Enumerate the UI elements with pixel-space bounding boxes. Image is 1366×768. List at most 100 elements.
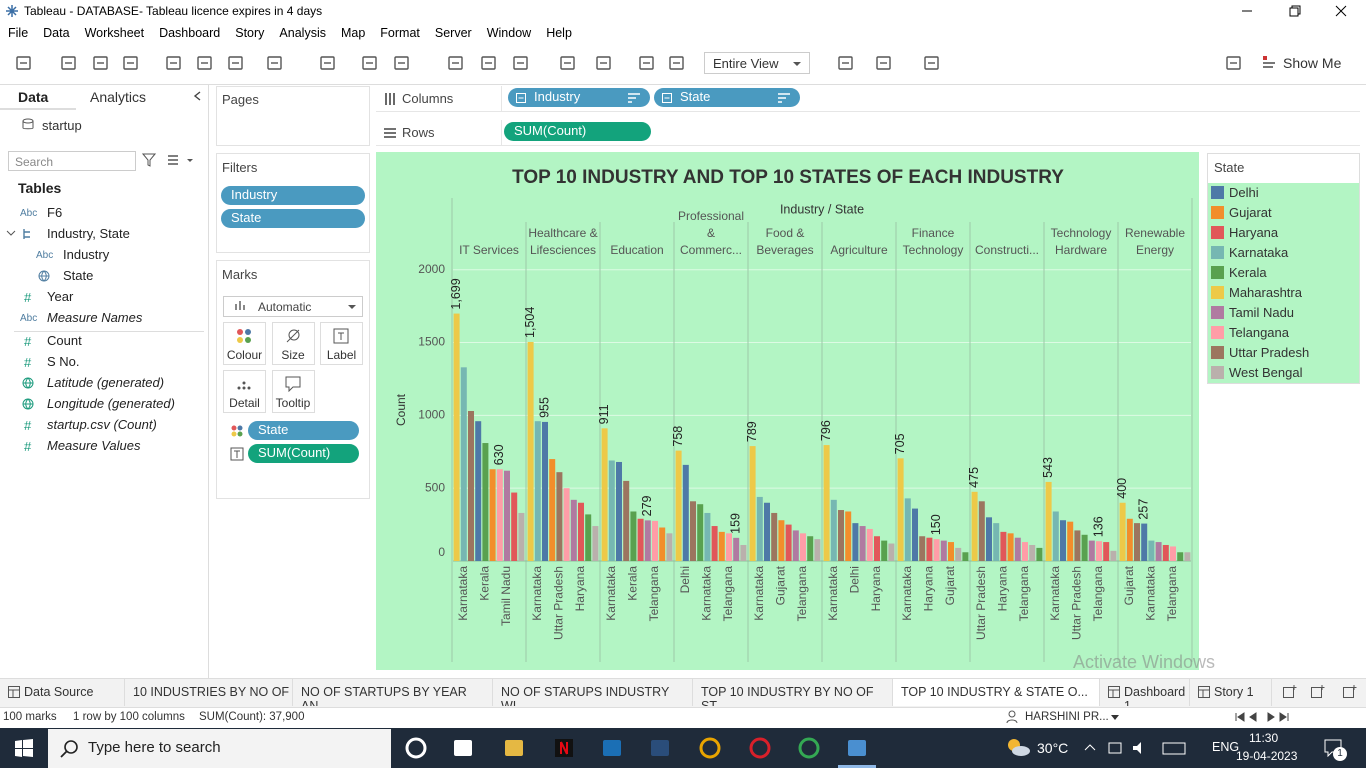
menu-item[interactable]: Dashboard (159, 26, 221, 40)
legend-label[interactable]: Maharashtra (1229, 285, 1302, 300)
field-name[interactable]: Year (47, 289, 74, 304)
toolbar-button[interactable] (196, 54, 214, 72)
toolbar-button[interactable] (122, 54, 140, 72)
toolbar-button[interactable] (595, 54, 613, 72)
toolbar-button[interactable] (266, 54, 284, 72)
shelf-pill[interactable]: Industry (508, 88, 650, 107)
collapse-pane[interactable] (192, 90, 204, 102)
sheet-tab[interactable]: Data Source (0, 679, 125, 706)
legend-label[interactable]: Delhi (1229, 185, 1259, 200)
toolbar-button[interactable] (165, 54, 183, 72)
sheet-tab[interactable]: TOP 10 INDUSTRY BY NO OF ST... (693, 679, 893, 706)
legend-label[interactable]: Karnataka (1229, 245, 1289, 260)
analytics-tab[interactable]: Analytics (90, 89, 147, 105)
field-name[interactable]: State (63, 268, 94, 283)
toolbar-button[interactable] (15, 54, 33, 72)
field-name[interactable]: S No. (47, 354, 80, 369)
notification-icon[interactable] (1324, 739, 1344, 757)
toolbar-button[interactable] (512, 54, 530, 72)
field-name[interactable]: Longitude (generated) (47, 396, 175, 411)
sheet-tab[interactable]: Dashboard 1 (1100, 679, 1190, 706)
restore-button[interactable] (1288, 4, 1302, 18)
menu-item[interactable]: Story (235, 26, 265, 40)
mark-property-button[interactable] (320, 322, 363, 365)
legend-label[interactable]: Kerala (1229, 265, 1267, 280)
legend-label[interactable]: Telangana (1229, 325, 1289, 340)
taskbar-app[interactable] (699, 737, 721, 759)
shelf-pill[interactable]: SUM(Count) (504, 122, 651, 141)
field-name[interactable]: startup.csv (Count) (47, 417, 157, 432)
filter-pill[interactable]: Industry (221, 186, 365, 205)
field-name[interactable]: F6 (47, 205, 63, 220)
marks-pill[interactable]: SUM(Count) (248, 444, 359, 463)
new-sheet-button[interactable] (1311, 685, 1325, 699)
toolbar-button[interactable] (92, 54, 110, 72)
user-dropdown[interactable] (1110, 714, 1120, 722)
taskbar-language[interactable]: ENG (1212, 740, 1240, 754)
toolbar-button[interactable] (1225, 54, 1243, 72)
show-me-button[interactable]: Show Me (1283, 55, 1342, 71)
toolbar-button[interactable] (361, 54, 379, 72)
taskbar-date[interactable]: 19-04-2023 (1236, 749, 1298, 763)
sheet-tab[interactable]: Story 1 (1190, 679, 1272, 706)
toolbar-button[interactable] (638, 54, 656, 72)
close-button[interactable] (1334, 4, 1348, 18)
sheet-tab[interactable]: TOP 10 INDUSTRY & STATE O... (893, 679, 1100, 706)
filter-icon[interactable] (142, 153, 156, 167)
toolbar-button[interactable] (447, 54, 465, 72)
taskbar-app[interactable] (749, 737, 771, 759)
toolbar-button[interactable] (668, 54, 686, 72)
mark-property-button[interactable] (223, 370, 266, 413)
taskbar-app[interactable] (601, 737, 623, 759)
taskbar-app[interactable] (452, 737, 474, 759)
toolbar-button[interactable] (837, 54, 855, 72)
field-name[interactable]: Industry, State (47, 226, 130, 241)
field-name[interactable]: Measure Values (47, 438, 141, 453)
toolbar-button[interactable] (60, 54, 78, 72)
toolbar-button[interactable] (393, 54, 411, 72)
menu-item[interactable]: Server (434, 26, 472, 40)
view-icon[interactable] (167, 153, 193, 167)
field-name[interactable]: Latitude (generated) (47, 375, 165, 390)
taskbar-app[interactable] (405, 737, 427, 759)
menu-item[interactable]: Format (380, 26, 420, 40)
toolbar-button[interactable] (319, 54, 337, 72)
tray-icons[interactable] (1083, 740, 1203, 756)
taskbar-app[interactable] (503, 737, 525, 759)
start-button[interactable] (15, 739, 33, 757)
filter-pill[interactable]: State (221, 209, 365, 228)
toolbar-button[interactable] (559, 54, 577, 72)
weather-temp[interactable]: 30°C (1037, 740, 1069, 756)
sheet-tab[interactable]: NO OF STARTUPS BY YEAR AN... (293, 679, 493, 706)
menu-item[interactable]: Help (546, 26, 572, 40)
mark-property-button[interactable] (271, 370, 315, 413)
view-fit-dropdown[interactable]: Entire View (704, 52, 810, 74)
menu-item[interactable]: Analysis (279, 26, 326, 40)
legend-label[interactable]: Haryana (1229, 225, 1279, 240)
new-sheet-button[interactable] (1343, 685, 1357, 699)
legend-label[interactable]: Gujarat (1229, 205, 1272, 220)
minimize-button[interactable] (1240, 4, 1254, 18)
taskbar-app[interactable] (649, 737, 671, 759)
sheet-nav[interactable] (1234, 711, 1300, 723)
toolbar-button[interactable] (227, 54, 245, 72)
taskbar-search[interactable]: Type here to search (48, 729, 391, 768)
taskbar-app[interactable] (798, 737, 820, 759)
legend-label[interactable]: Tamil Nadu (1229, 305, 1295, 320)
taskbar-app[interactable] (553, 737, 575, 759)
toolbar-button[interactable] (923, 54, 941, 72)
menu-item[interactable]: Map (340, 26, 366, 40)
mark-property-button[interactable] (223, 322, 266, 365)
field-name[interactable]: Industry (63, 247, 110, 262)
menu-item[interactable]: Worksheet (84, 26, 145, 40)
field-search[interactable]: Search (8, 151, 136, 171)
mark-property-button[interactable] (271, 322, 315, 365)
expand-caret[interactable] (6, 230, 16, 238)
field-name[interactable]: Measure Names (47, 310, 143, 325)
toolbar-button[interactable] (875, 54, 893, 72)
field-name[interactable]: Count (47, 333, 82, 348)
sheet-tab[interactable]: 10 INDUSTRIES BY NO OF ... (125, 679, 293, 706)
new-sheet-button[interactable] (1283, 685, 1297, 699)
shelf-pill[interactable]: State (654, 88, 800, 107)
mark-type-dropdown[interactable]: Automatic (223, 296, 363, 317)
